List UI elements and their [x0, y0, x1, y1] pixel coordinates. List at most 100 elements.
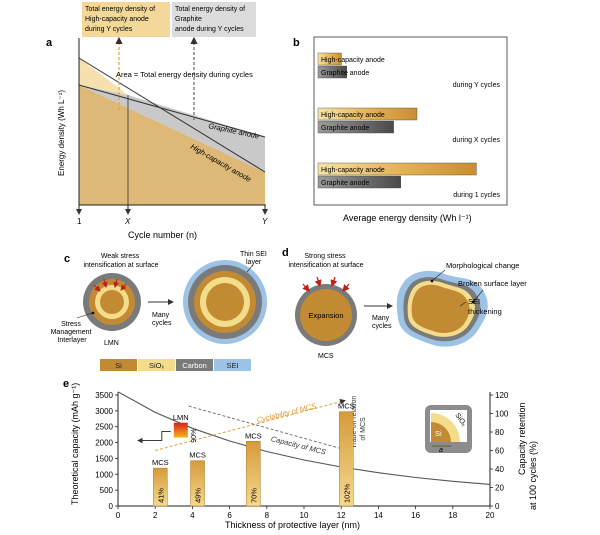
e-xtick-4: 4	[190, 511, 195, 520]
e-xtick-2: 2	[153, 511, 158, 520]
legend-label-sei: SEI	[226, 361, 238, 370]
tradeoff-label: Trade-off relation of MCS	[351, 396, 367, 449]
sei-note: SEI thickening	[468, 297, 502, 316]
panel-e-ylabel: Theoretical capacity (mAh g⁻¹)	[70, 383, 80, 505]
bar-label-1-1: Graphite anode	[321, 125, 369, 132]
e-ytick-0: 0	[109, 502, 114, 511]
panel-b-bars: High-capacity anode Graphite anode during …	[317, 52, 501, 199]
panel-d-arrow-label: Many cycles	[372, 315, 392, 330]
panel-c-stress-note: Weak stress intensification at surface	[83, 253, 158, 269]
e-y2tick-40: 40	[495, 465, 504, 474]
bar-label-0-1: Graphite anode	[321, 70, 369, 77]
e-ytick-1500: 1500	[95, 454, 113, 463]
group-label-2: during 1 cycles	[453, 192, 500, 199]
panel-e-xlabel: Thickness of protective layer (nm)	[225, 520, 360, 530]
sei-pointer	[459, 301, 467, 307]
e-xtick-0: 0	[116, 511, 121, 520]
mcs-bar-label-0: MCS	[152, 458, 169, 467]
weak-stress-arrows	[93, 278, 127, 292]
lmn-cycled-particle	[183, 260, 267, 344]
bar-high-capacity-1	[317, 107, 418, 121]
lmn-label: LMN	[104, 340, 119, 347]
mcs-bar-0	[153, 467, 168, 507]
thin-sei-pointer	[246, 264, 254, 273]
inset-si	[431, 422, 451, 442]
lmn-bar-label: LMN	[173, 413, 189, 422]
bar-graphite-2	[317, 175, 402, 189]
e-xtick-18: 18	[448, 511, 457, 520]
e-y2tick-80: 80	[495, 428, 504, 437]
mcs-bar-label-2: MCS	[245, 431, 262, 440]
legend-label-carbon: Carbon	[182, 361, 207, 370]
mcs-bar-1	[190, 460, 205, 507]
interlayer-pointer	[76, 312, 93, 319]
tick-1: 1	[77, 217, 82, 226]
bar-label-1-0: High-capacity anode	[321, 112, 385, 119]
callout-high-capacity-text: Total energy density of High-capacity an…	[85, 6, 157, 33]
panel-d: d Strong stress intensification at surfa…	[282, 247, 527, 360]
bar-label-2-1: Graphite anode	[321, 180, 369, 187]
bar-high-capacity-2	[317, 162, 477, 176]
panel-c-arrow-label: Many cycles	[152, 312, 172, 327]
mcs-particle	[295, 284, 357, 346]
e-ytick-3500: 3500	[95, 391, 113, 400]
e-ytick-2000: 2000	[95, 439, 113, 448]
bar-high-capacity-0	[317, 52, 342, 66]
panel-e-plot: 0 2 4 6 8 10 12 14 16 18 2005001000150020002500300…	[95, 391, 509, 520]
e-xtick-12: 12	[337, 511, 346, 520]
panel-e-y2label: Capacity retention at 100 cycles (%)	[517, 400, 538, 510]
bar-graphite-0	[317, 65, 347, 79]
e-xtick-16: 16	[411, 511, 420, 520]
axis-pointer-arrow	[137, 431, 171, 444]
legend-label-siox: SiOₓ	[149, 361, 165, 370]
tick-y: Y	[262, 217, 268, 226]
bar-graphite-1	[317, 120, 394, 134]
panel-b-label: b	[293, 37, 300, 49]
lmn-bar	[173, 422, 188, 438]
group-label-0: during Y cycles	[453, 82, 501, 89]
tick-x: X	[124, 217, 131, 226]
e-xtick-14: 14	[374, 511, 383, 520]
mcs-bar-value-3: 102%	[342, 483, 351, 503]
cyclability-label: Cyclability of MCS	[256, 401, 317, 424]
lmn-particle	[83, 273, 141, 331]
panel-a-xlabel: Cycle number (n)	[128, 230, 197, 240]
high-capacity-line	[78, 57, 266, 173]
e-ytick-1000: 1000	[95, 470, 113, 479]
cyclability-trend	[155, 398, 346, 451]
graphite-area	[79, 85, 265, 172]
panel-d-stress-note: Strong stress intensification at surface	[288, 253, 363, 269]
callout-high-capacity-box	[82, 2, 170, 37]
mcs-bar-label-3: MCS	[338, 402, 355, 411]
high-capacity-area	[79, 85, 265, 205]
mcs-bar-value-2: 70%	[249, 488, 258, 503]
morph-pointer	[432, 269, 446, 281]
mcs-bar-value-1: 49%	[194, 488, 203, 503]
e-y2tick-20: 20	[495, 484, 504, 493]
mcs-label: MCS	[318, 353, 334, 360]
panel-b-frame	[313, 36, 508, 206]
panel-a: a Total energy density of High-capacity …	[46, 2, 268, 240]
capacity-curve-label: Capacity of MCS	[270, 434, 327, 456]
e-xtick-10: 10	[300, 511, 309, 520]
e-y2tick-100: 100	[495, 410, 509, 419]
panel-c-label: c	[64, 253, 70, 265]
interlayer-dot	[91, 311, 95, 315]
morph-dot	[430, 279, 434, 283]
panel-e-label: e	[63, 378, 69, 390]
e-ytick-3000: 3000	[95, 407, 113, 416]
early-gain-area	[79, 58, 128, 95]
panel-e: e 0 2 4 6 8 10 12 14 16 18 20050010001500200025003…	[63, 378, 538, 530]
e-ytick-2500: 2500	[95, 423, 113, 432]
panel-b: b High-capacity anode Graphite anode durin…	[293, 36, 508, 223]
broken-pointer	[473, 289, 484, 302]
graphite-line	[78, 84, 266, 138]
material-legend: Si SiOₓ Carbon SEI	[100, 359, 251, 371]
bar-label-0-0: High-capacity anode	[321, 57, 385, 64]
broken-dot	[471, 300, 475, 304]
thin-sei-note: Thin SEI layer	[240, 251, 269, 266]
interlayer-note: Stress Management Interlayer	[51, 321, 94, 344]
group-label-1: during X cycles	[453, 137, 501, 144]
bar-label-2-0: High-capacity anode	[321, 167, 385, 174]
